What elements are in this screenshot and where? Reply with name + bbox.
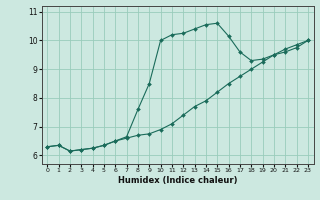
X-axis label: Humidex (Indice chaleur): Humidex (Indice chaleur) bbox=[118, 176, 237, 185]
